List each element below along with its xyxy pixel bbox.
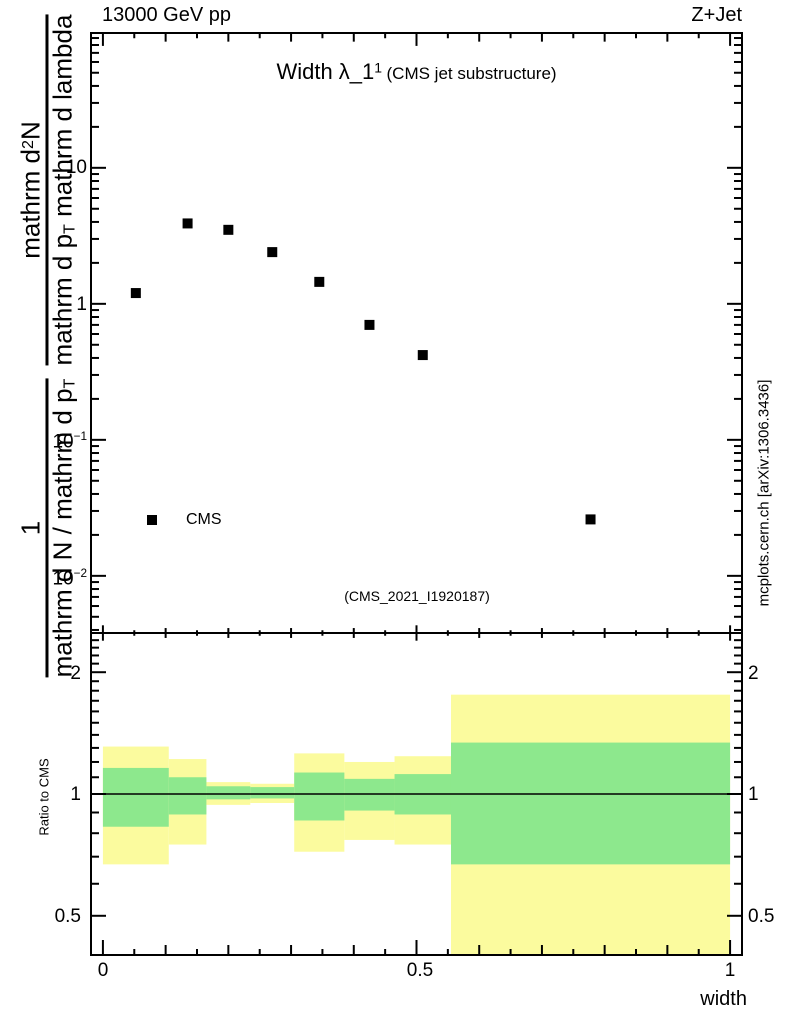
y-tick-label-10: 10 [65,157,87,178]
plot-title-paren: (CMS jet substructure) [386,64,557,83]
x-axis-title: width [700,988,747,1010]
ratio-tick-right-2: 2 [748,663,759,684]
y-tick-label-1: 1 [76,294,87,315]
ratio-band-green [206,786,251,800]
data-point-marker [130,288,141,299]
main-frame [90,32,743,634]
ratio-tick-left-2: 2 [70,663,81,684]
beam-energy-label: 13000 GeV pp [102,4,231,26]
y-axis-title-lower-fraction: 1 mathrm d N / mathrm d pT [15,378,79,678]
legend-label-cms: CMS [186,511,222,528]
ratio-tick-right-1: 1 [748,784,759,805]
ratio-band-green [168,777,207,815]
y-axis-lower-denominator: mathrm d N / mathrm d pT [47,378,79,678]
plot-title-superscript: 1 [374,59,383,76]
y-axis-lower-numerator: 1 [15,378,49,678]
data-point-marker [182,218,193,229]
data-point-marker [223,224,234,235]
x-tick-label-05: 0.5 [406,960,434,981]
x-tick-label-0: 0 [97,960,109,981]
ratio-band-green [102,767,169,827]
plot-title: Width λ_11 (CMS jet substructure) [91,59,742,85]
plot-title-main: Width λ_1 [276,59,375,84]
ratio-band-green [294,772,345,821]
x-tick-label-1: 1 [724,960,736,981]
data-point-marker [267,247,278,258]
legend-marker-cms [147,515,157,525]
data-point-marker [314,276,325,287]
ratio-tick-right-05: 0.5 [748,906,775,927]
ratio-band-green [450,742,731,865]
y-tick-label-1e-1: 10−1 [52,430,87,453]
data-point-marker [417,350,428,361]
data-point-marker [585,514,596,525]
y-tick-label-1e-2: 10−2 [52,567,87,590]
process-label: Z+Jet [691,4,742,26]
ratio-tick-left-1: 1 [70,784,81,805]
mcplots-citation: mcplots.cern.ch [arXiv:1306.3436] [755,379,773,607]
data-point-marker [364,319,375,330]
ratio-band-green [250,787,295,799]
ratio-tick-left-05: 0.5 [54,906,81,927]
analysis-watermark: (CMS_2021_I1920187) [344,588,490,604]
